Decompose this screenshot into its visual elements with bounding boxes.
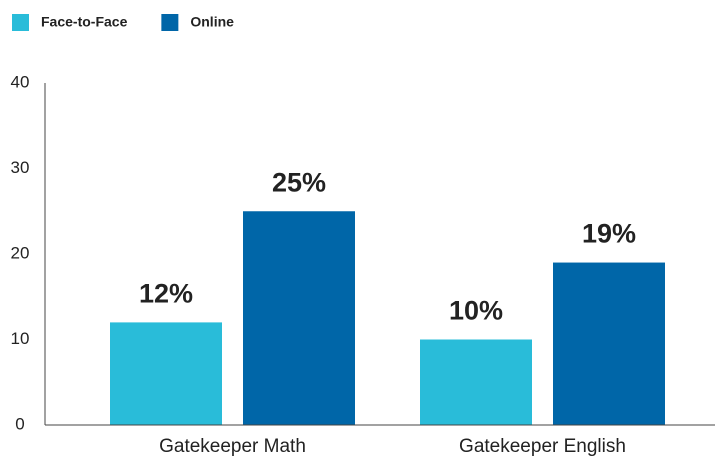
value-label: 10% [449, 296, 503, 326]
value-label: 25% [272, 167, 326, 197]
y-tick-label: 20 [11, 243, 30, 262]
legend-swatch [161, 14, 179, 31]
bar [110, 322, 222, 425]
y-tick-label: 0 [15, 414, 24, 433]
legend-label: Face-to-Face [41, 14, 128, 30]
legend-swatch [12, 14, 29, 31]
bar [420, 339, 532, 425]
x-tick-label: Gatekeeper English [459, 436, 626, 457]
y-tick-label: 30 [11, 158, 30, 177]
bar [553, 262, 665, 425]
x-tick-label: Gatekeeper Math [159, 436, 306, 457]
y-tick-label: 40 [11, 72, 30, 91]
legend-label: Online [190, 14, 234, 30]
bar [243, 211, 355, 425]
value-label: 19% [582, 219, 636, 249]
y-tick-label: 10 [11, 329, 30, 348]
value-label: 12% [139, 279, 193, 309]
